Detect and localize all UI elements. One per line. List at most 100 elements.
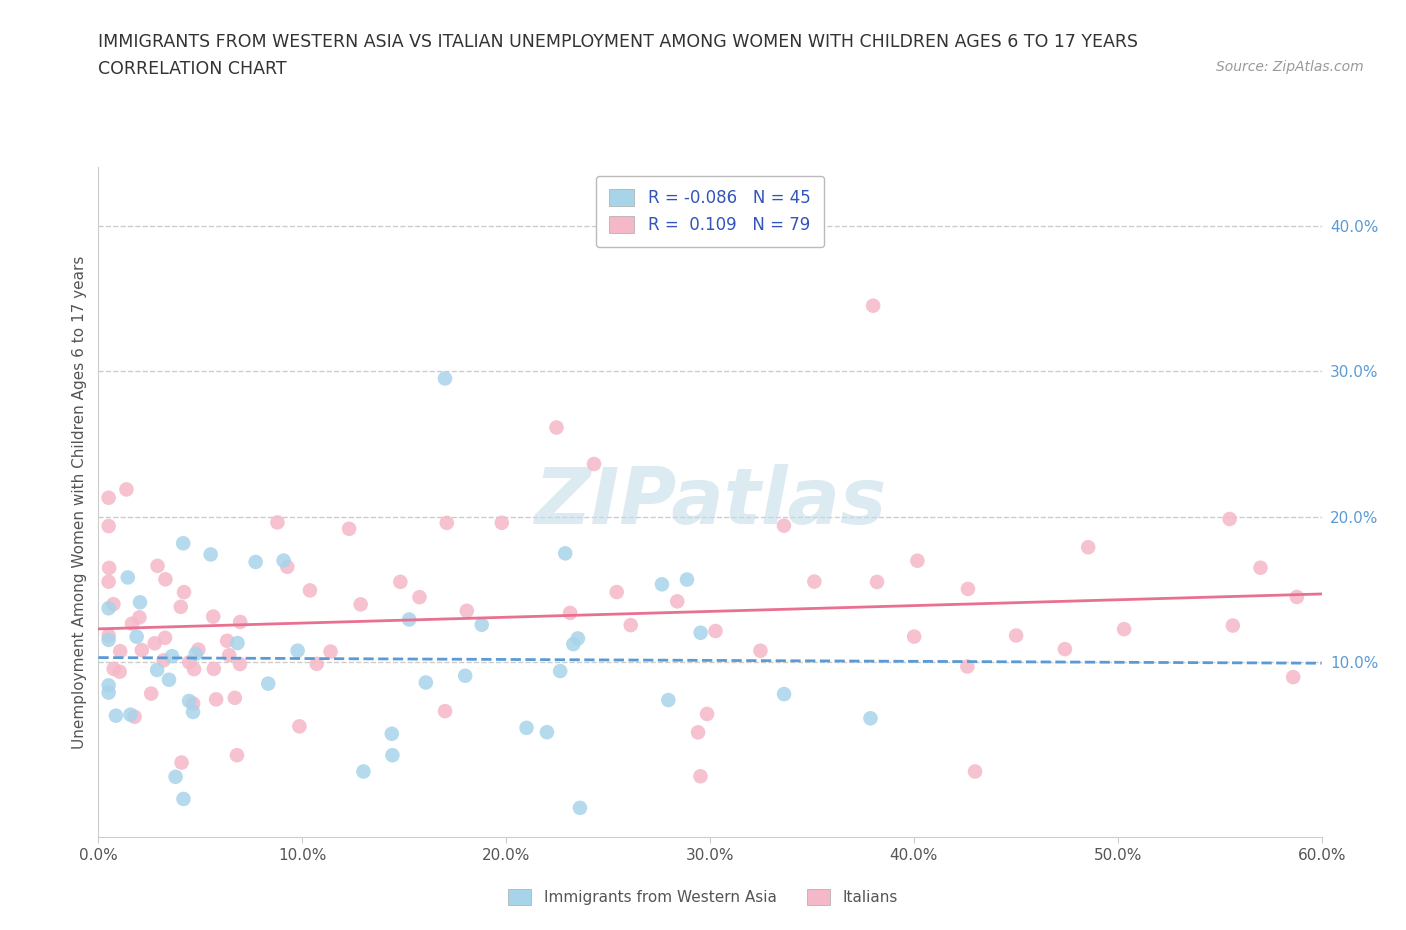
Point bbox=[352, 764, 374, 779]
Point bbox=[956, 659, 979, 674]
Point bbox=[516, 721, 538, 736]
Point bbox=[146, 558, 169, 573]
Point bbox=[287, 644, 309, 658]
Point bbox=[128, 610, 150, 625]
Point bbox=[117, 570, 139, 585]
Point bbox=[97, 601, 120, 616]
Point bbox=[115, 482, 138, 497]
Point bbox=[298, 583, 321, 598]
Point bbox=[319, 644, 342, 659]
Point bbox=[273, 553, 295, 568]
Text: ZIPatlas: ZIPatlas bbox=[534, 464, 886, 540]
Point bbox=[143, 636, 166, 651]
Point bbox=[965, 764, 987, 779]
Point bbox=[956, 581, 979, 596]
Point bbox=[177, 694, 200, 709]
Point bbox=[165, 769, 187, 784]
Point bbox=[773, 518, 796, 533]
Point bbox=[408, 590, 430, 604]
Point bbox=[266, 515, 288, 530]
Point bbox=[131, 643, 153, 658]
Point bbox=[666, 594, 689, 609]
Point bbox=[536, 724, 558, 739]
Point bbox=[567, 631, 589, 645]
Point bbox=[1005, 628, 1028, 643]
Point bbox=[172, 791, 194, 806]
Point bbox=[381, 726, 404, 741]
Point bbox=[226, 748, 249, 763]
Point bbox=[202, 609, 225, 624]
Point bbox=[108, 644, 131, 658]
Point bbox=[97, 632, 120, 647]
Point bbox=[558, 605, 581, 620]
Point bbox=[548, 664, 571, 679]
Point bbox=[218, 648, 240, 663]
Point bbox=[554, 546, 576, 561]
Point bbox=[859, 711, 882, 725]
Point bbox=[398, 612, 420, 627]
Point bbox=[749, 644, 772, 658]
Point bbox=[157, 672, 180, 687]
Point bbox=[183, 662, 205, 677]
Point bbox=[103, 597, 125, 612]
Point bbox=[1053, 642, 1076, 657]
Point bbox=[689, 769, 711, 784]
Point bbox=[562, 637, 585, 652]
Point bbox=[1282, 670, 1305, 684]
Point bbox=[866, 575, 889, 590]
Point bbox=[226, 635, 249, 650]
Text: IMMIGRANTS FROM WESTERN ASIA VS ITALIAN UNEMPLOYMENT AMONG WOMEN WITH CHILDREN A: IMMIGRANTS FROM WESTERN ASIA VS ITALIAN … bbox=[98, 33, 1139, 50]
Point bbox=[129, 595, 152, 610]
Point bbox=[200, 547, 222, 562]
Point bbox=[773, 686, 796, 701]
Point bbox=[305, 657, 328, 671]
Point bbox=[905, 553, 928, 568]
Point bbox=[103, 661, 125, 676]
Point bbox=[696, 707, 718, 722]
Point bbox=[568, 801, 591, 816]
Point bbox=[202, 661, 225, 676]
Point bbox=[288, 719, 311, 734]
Point bbox=[184, 646, 207, 661]
Point bbox=[415, 675, 437, 690]
Point bbox=[141, 686, 163, 701]
Point bbox=[245, 554, 267, 569]
Point bbox=[454, 669, 477, 684]
Point bbox=[903, 630, 925, 644]
Point bbox=[704, 624, 727, 639]
Point bbox=[583, 457, 606, 472]
Point bbox=[689, 625, 711, 640]
Point bbox=[381, 748, 404, 763]
Point bbox=[434, 371, 457, 386]
Y-axis label: Unemployment Among Women with Children Ages 6 to 17 years: Unemployment Among Women with Children A… bbox=[72, 256, 87, 749]
Point bbox=[389, 575, 412, 590]
Point bbox=[257, 676, 280, 691]
Point bbox=[546, 420, 568, 435]
Point bbox=[170, 755, 193, 770]
Point bbox=[97, 628, 120, 643]
Point bbox=[160, 649, 183, 664]
Point bbox=[350, 597, 373, 612]
Point bbox=[217, 633, 239, 648]
Text: CORRELATION CHART: CORRELATION CHART bbox=[98, 60, 287, 78]
Point bbox=[97, 678, 120, 693]
Point bbox=[181, 705, 204, 720]
Point bbox=[205, 692, 228, 707]
Point bbox=[1249, 560, 1271, 575]
Point bbox=[104, 709, 127, 724]
Point bbox=[337, 522, 360, 537]
Point bbox=[1222, 618, 1244, 633]
Point bbox=[1114, 622, 1136, 637]
Point bbox=[97, 574, 120, 589]
Point bbox=[229, 657, 252, 671]
Point bbox=[108, 664, 131, 679]
Point bbox=[606, 585, 628, 600]
Point bbox=[97, 490, 120, 505]
Point bbox=[686, 725, 709, 740]
Point bbox=[120, 707, 142, 722]
Point bbox=[170, 599, 193, 614]
Point bbox=[456, 604, 478, 618]
Point bbox=[97, 519, 120, 534]
Point bbox=[1285, 590, 1308, 604]
Point bbox=[179, 655, 201, 670]
